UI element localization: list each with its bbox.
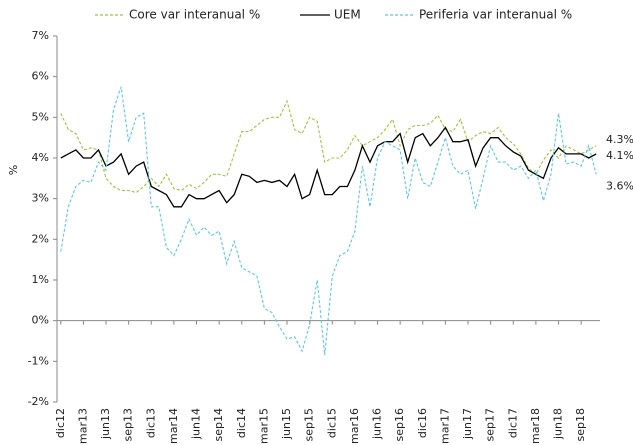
x-tick-label: jun13 — [99, 408, 112, 440]
x-tick-label: jun17 — [461, 408, 474, 440]
legend-label: Core var interanual % — [129, 8, 260, 22]
x-tick-label: mar17 — [438, 408, 451, 444]
x-tick-label: jun18 — [552, 408, 565, 440]
y-tick-label: 0% — [32, 314, 49, 327]
x-tick-label: mar13 — [76, 408, 89, 444]
end-label: 4.1% — [606, 149, 633, 162]
series-line — [60, 126, 597, 208]
legend-label: UEM — [334, 8, 361, 22]
y-tick-label: 6% — [32, 70, 49, 83]
x-tick-label: sep14 — [212, 408, 225, 441]
x-tick-label: jun15 — [280, 408, 293, 440]
x-tick-label: sep13 — [122, 408, 135, 441]
x-tick-label: dic13 — [144, 408, 157, 438]
x-tick-label: dic15 — [325, 408, 338, 438]
legend-label: Periferia var interanual % — [419, 8, 572, 22]
x-tick-label: jun14 — [190, 408, 203, 440]
x-tick-label: mar15 — [257, 408, 270, 444]
x-tick-label: sep17 — [484, 408, 497, 441]
y-tick-label: -2% — [28, 395, 49, 408]
x-tick-label: dic14 — [235, 408, 248, 438]
x-tick-label: mar14 — [167, 408, 180, 444]
x-tick-label: mar18 — [529, 408, 542, 444]
series-line — [60, 86, 597, 356]
y-tick-label: 5% — [32, 110, 49, 123]
x-tick-label: jun16 — [371, 408, 384, 440]
x-tick-label: dic17 — [506, 408, 519, 438]
x-tick-label: sep15 — [303, 408, 316, 441]
end-label: 4.3% — [606, 133, 633, 146]
y-axis-title: % — [7, 165, 20, 175]
y-tick-label: -1% — [28, 354, 49, 367]
y-tick-label: 7% — [32, 29, 49, 42]
end-label: 3.6% — [606, 179, 633, 192]
y-tick-label: 2% — [32, 232, 49, 245]
y-tick-label: 1% — [32, 273, 49, 286]
series-line — [60, 99, 597, 194]
x-tick-label: dic16 — [416, 408, 429, 438]
x-tick-label: sep18 — [574, 408, 587, 441]
y-tick-label: 3% — [32, 192, 49, 205]
y-tick-label: 4% — [32, 151, 49, 164]
x-tick-label: dic12 — [54, 408, 67, 438]
x-tick-label: sep16 — [393, 408, 406, 441]
x-tick-label: mar16 — [348, 408, 361, 444]
